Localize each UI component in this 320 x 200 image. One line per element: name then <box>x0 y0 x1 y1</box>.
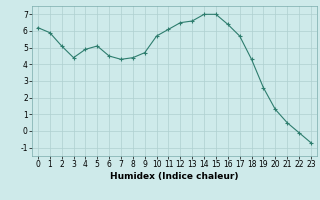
X-axis label: Humidex (Indice chaleur): Humidex (Indice chaleur) <box>110 172 239 181</box>
